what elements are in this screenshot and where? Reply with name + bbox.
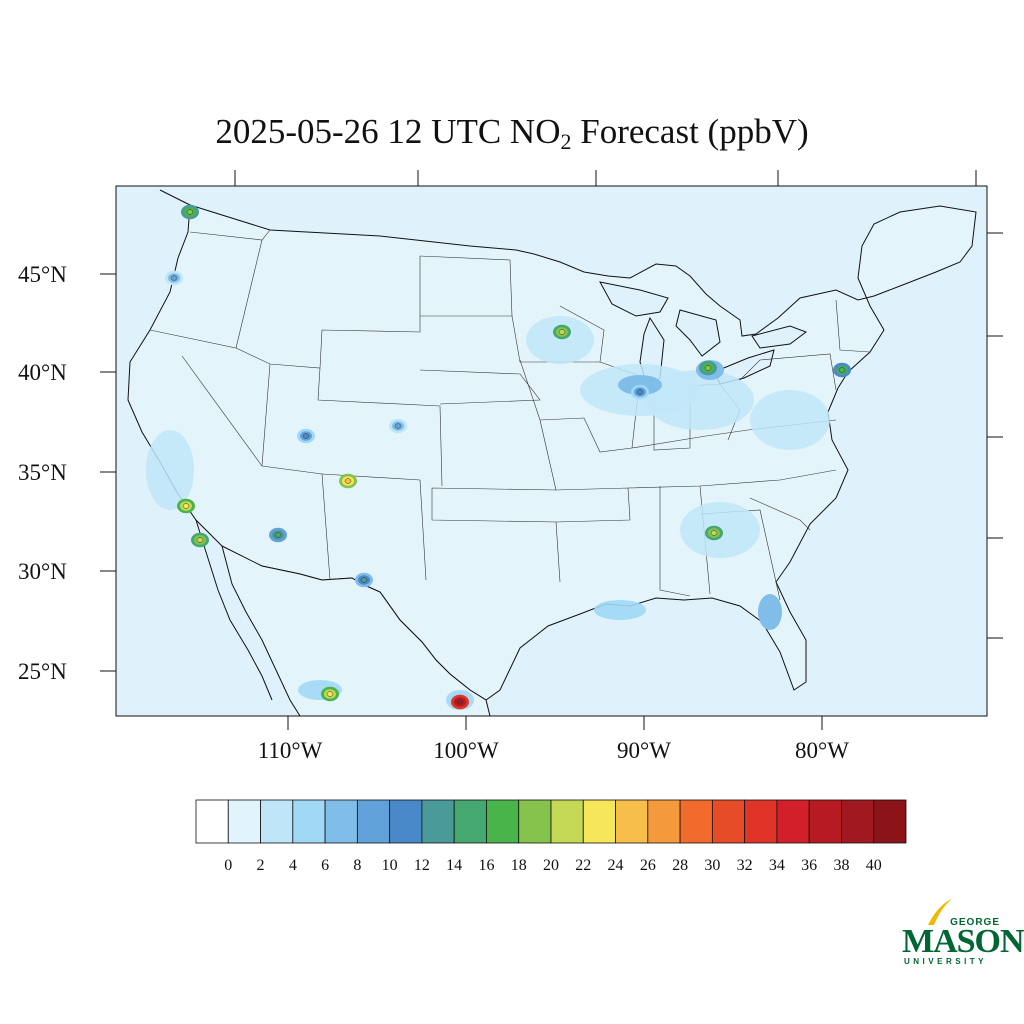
lon-label-80w: 80°W [795,738,849,763]
colorbar-swatch [679,799,713,844]
hotspot-atlanta [710,530,718,536]
colorbar-swatch [421,799,455,844]
lat-label-30: 30°N [18,559,67,584]
colorbar-label: 36 [801,857,818,874]
colorbar-label: 16 [478,857,495,874]
colorbar-label: 18 [510,857,527,874]
colorbar-label: 40 [865,857,882,874]
colorbar-swatch [227,799,261,844]
baja-coast [195,519,273,701]
hotspot-denver [394,423,402,429]
colorbar-swatch [841,799,875,844]
hotspot-portland [170,275,178,281]
title-main: 2025-05-26 12 UTC NO [215,112,561,151]
hotspot-monterrey [326,691,334,697]
colorbar-swatch [260,799,294,844]
hotspot-seattle [186,209,194,215]
lat-label-40: 40°N [18,360,67,385]
hotspot-minneapolis [558,329,566,335]
mexico-landmass [221,545,491,717]
hotspot-los-angeles [182,503,190,509]
hotspot-salt-lake-city [302,433,310,439]
lat-label-35: 35°N [18,460,67,485]
colorbar-label: 6 [321,857,330,874]
colorbar-swatch [453,799,487,844]
hotspot-el-paso [360,577,368,583]
hotspot-san-diego [196,537,204,543]
colorbar-swatch [776,799,810,844]
colorbar-label: 12 [413,857,430,874]
colorbar-label: 10 [381,857,398,874]
title-suffix: Forecast (ppbV) [571,112,809,151]
colorbar-swatch [292,799,326,844]
colorbar-swatch [873,799,907,844]
colorbar-swatch [744,799,778,844]
colorbar-label: 4 [288,857,297,874]
lon-label-110w: 110°W [257,738,323,763]
colorbar-label: 30 [704,857,721,874]
colorbar-swatch [389,799,423,844]
colorbar-label: 32 [736,857,753,874]
hotspot-chicago [636,389,644,395]
colorbar-label: 0 [224,857,233,874]
map-ticks [100,170,1003,730]
colorbar [195,799,907,844]
colorbar-label: 26 [639,857,656,874]
colorbar-swatch [356,799,391,844]
colorbar-label: 34 [768,857,785,874]
lat-label-25: 25°N [18,659,67,684]
gmu-logo: GEORGE MASON UNIVERSITY [900,895,1024,970]
logo-top-text: GEORGE [950,917,1000,928]
colorbar-swatch [711,799,746,844]
colorbar-label: 38 [833,857,850,874]
logo-middle-text: MASON [902,923,1024,960]
hotspot-mexico-city [456,699,464,705]
lon-label-100w: 100°W [433,738,499,763]
hotspot-detroit [704,365,712,371]
colorbar-label: 14 [446,857,463,874]
colorbar-swatch [550,799,584,844]
colorbar-label: 24 [607,857,624,874]
colorbar-swatch [324,799,358,844]
title-subscript: 2 [560,129,572,154]
colorbar-swatch [195,799,229,844]
colorbar-label: 28 [672,857,689,874]
lon-label-90w: 90°W [617,738,671,763]
hotspot-new-york [838,367,846,373]
colorbar-swatch [486,799,520,844]
colorbar-swatch [518,799,552,844]
logo-flame-icon [928,899,952,925]
logo-bottom-text: UNIVERSITY [904,957,988,966]
map-title: 2025-05-26 12 UTC NO2 Forecast (ppbV) [0,112,1024,155]
colorbar-swatch [615,799,649,844]
hotspot-albuquerque [344,478,352,484]
hotspot-phoenix [274,532,282,538]
colorbar-label: 22 [575,857,592,874]
map-frame [115,185,988,717]
colorbar-swatch [582,799,616,844]
colorbar-swatch [647,799,681,844]
hotspot-layer [165,204,851,710]
colorbar-label: 8 [353,857,362,874]
colorbar-swatch [808,799,842,844]
lat-label-45: 45°N [18,262,67,287]
colorbar-label: 20 [543,857,559,874]
colorbar-label: 2 [256,857,265,874]
